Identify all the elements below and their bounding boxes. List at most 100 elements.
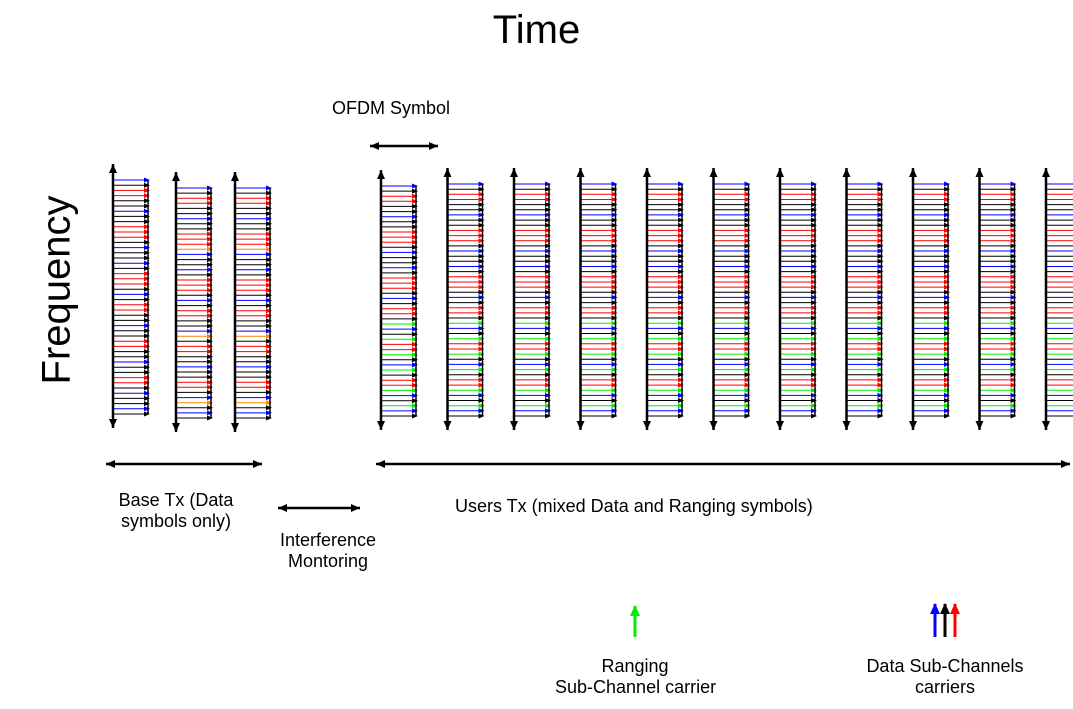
sub-carrier-arrowhead (412, 321, 418, 327)
base-tx-label: Base Tx (Data symbols only) (86, 490, 266, 532)
sub-carrier-arrowhead (266, 323, 272, 329)
sub-carrier-arrowhead (811, 413, 817, 419)
sub-carrier-arrowhead (611, 243, 618, 249)
sub-carrier-arrowhead (744, 274, 751, 280)
sub-carrier-arrowhead (545, 217, 551, 223)
sub-carrier-arrowhead (744, 367, 751, 373)
sub-carrier-arrowhead (412, 362, 418, 368)
user-ofdm-symbol (576, 168, 618, 430)
sub-carrier-arrowhead (144, 328, 150, 334)
sub-carrier-arrowhead (144, 224, 150, 230)
sub-carrier-arrowhead (545, 181, 551, 187)
sub-carrier-arrowhead (207, 185, 213, 191)
sub-carrier-arrowhead (944, 387, 950, 393)
sub-carrier-arrowhead (744, 202, 751, 208)
sub-carrier-arrowhead (207, 257, 213, 263)
sub-carrier-arrowhead (207, 200, 213, 206)
sub-carrier-arrowhead (944, 372, 950, 378)
sub-carrier-arrowhead (611, 300, 618, 306)
sub-carrier-arrowhead (678, 212, 684, 218)
sub-carrier-arrowhead (877, 238, 884, 244)
sub-carrier-arrowhead (611, 269, 618, 275)
sub-carrier-arrowhead (944, 274, 950, 280)
sub-carrier-arrowhead (1010, 248, 1017, 254)
sub-carrier-arrowhead (1010, 377, 1017, 383)
sub-carrier-arrowhead (678, 274, 684, 280)
sub-carrier-arrowhead (478, 181, 485, 187)
sub-carrier-arrowhead (678, 331, 684, 336)
sub-carrier-arrowhead (144, 338, 150, 344)
sub-carrier-arrowhead (678, 392, 684, 398)
sub-carrier-arrowhead (266, 328, 272, 334)
user-ofdm-symbol (709, 168, 751, 430)
sub-carrier-arrowhead (478, 191, 485, 197)
sub-carrier-arrowhead (478, 202, 485, 208)
sub-carrier-arrowhead (877, 398, 884, 403)
sub-carrier-arrowhead (744, 398, 751, 403)
sub-carrier-arrowhead (611, 294, 618, 300)
sub-carrier-arrowhead (611, 356, 618, 362)
sub-carrier-arrowhead (877, 186, 884, 192)
sub-carrier-arrowhead (266, 364, 272, 370)
sub-carrier-arrowhead (877, 253, 884, 259)
sub-carrier-arrowhead (944, 212, 950, 218)
sub-carrier-arrowhead (678, 382, 684, 388)
sub-carrier-arrowhead (412, 311, 418, 317)
sub-carrier-arrowhead (478, 331, 485, 336)
sub-carrier-arrowhead (944, 315, 950, 321)
sub-carrier-arrowhead (944, 341, 950, 347)
sub-carrier-arrowhead (944, 403, 950, 409)
user-ofdm-symbol (975, 168, 1017, 430)
base-tx-label-line-2: symbols only) (120, 511, 232, 531)
sub-carrier-arrowhead (144, 375, 150, 381)
sub-carrier-arrowhead (1010, 289, 1017, 295)
sub-carrier-arrowhead (412, 403, 418, 409)
sub-carrier-arrowhead (207, 333, 213, 339)
sub-carrier-arrowhead (266, 338, 272, 344)
sub-carrier-arrowhead (478, 408, 485, 414)
sub-carrier-arrowhead (412, 382, 418, 388)
sub-carrier-arrowhead (877, 284, 884, 290)
sub-carrier-arrowhead (266, 257, 272, 263)
sub-carrier-arrowhead (811, 315, 817, 321)
sub-carrier-arrowhead (744, 248, 751, 254)
sub-carrier-arrowhead (611, 191, 618, 197)
sub-carrier-arrowhead (1010, 325, 1017, 331)
sub-carrier-arrowhead (744, 372, 751, 378)
sub-carrier-arrowhead (877, 392, 884, 398)
sub-carrier-arrowhead (944, 264, 950, 269)
sub-carrier-arrowhead (611, 248, 618, 254)
sub-carrier-arrowhead (144, 359, 150, 365)
sub-carrier-arrowhead (478, 320, 485, 326)
sub-carrier-arrowhead (1010, 310, 1017, 316)
sub-carrier-arrowhead (877, 222, 884, 228)
sub-carrier-arrowhead (611, 331, 618, 336)
sub-carrier-arrowhead (611, 346, 618, 352)
sub-carrier-arrowhead (545, 238, 551, 244)
sub-carrier-arrowhead (811, 269, 817, 275)
sub-carrier-arrowhead (207, 282, 213, 288)
sub-carrier-arrowhead (744, 361, 751, 367)
sub-carrier-arrowhead (144, 177, 150, 183)
sub-carrier-arrowhead (811, 367, 817, 373)
sub-carrier-arrowhead (478, 305, 485, 311)
sub-carrier-arrowhead (412, 357, 418, 363)
sub-carrier-arrowhead (144, 343, 150, 349)
sub-carrier-arrowhead (412, 331, 418, 337)
sub-carrier-arrowhead (678, 207, 684, 213)
sub-carrier-arrowhead (611, 217, 618, 223)
sub-carrier-arrowhead (478, 294, 485, 300)
sub-carrier-arrowhead (811, 387, 817, 393)
user-ofdm-symbol (643, 168, 684, 430)
sub-carrier-arrowhead (944, 186, 950, 192)
sub-carrier-arrowhead (611, 336, 618, 342)
sub-carrier-arrowhead (1010, 315, 1017, 321)
sub-carrier-arrowhead (611, 258, 618, 264)
sub-carrier-arrowhead (144, 385, 150, 391)
sub-carrier-arrowhead (944, 197, 950, 202)
base-ofdm-symbol (109, 164, 150, 428)
sub-carrier-arrowhead (412, 290, 418, 296)
sub-carrier-arrowhead (266, 211, 272, 217)
sub-carrier-arrowhead (811, 294, 817, 300)
sub-carrier-arrowhead (877, 279, 884, 285)
